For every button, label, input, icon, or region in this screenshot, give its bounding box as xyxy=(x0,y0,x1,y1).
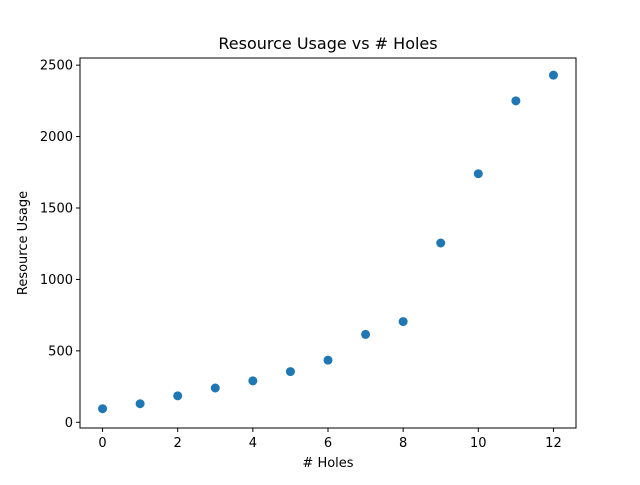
data-point xyxy=(248,376,258,386)
y-tick-label: 1000 xyxy=(40,273,73,288)
points-layer xyxy=(98,70,558,414)
x-tick-label: 0 xyxy=(98,436,106,451)
data-point xyxy=(285,367,295,377)
chart-title: Resource Usage vs # Holes xyxy=(218,34,437,53)
x-tick-label: 6 xyxy=(324,436,332,451)
data-point xyxy=(436,238,446,248)
ticks-layer: 0 2 4 6 8 10 12 0 500 1000 1500 2000 2500 xyxy=(40,59,562,451)
data-point xyxy=(98,404,108,414)
data-point xyxy=(548,70,558,80)
y-tick-label: 0 xyxy=(65,416,73,431)
y-axis-label: Resource Usage xyxy=(16,191,31,295)
data-point xyxy=(473,169,483,179)
data-point xyxy=(135,399,145,409)
x-tick-label: 12 xyxy=(545,436,562,451)
data-point xyxy=(511,96,521,106)
data-point xyxy=(210,383,220,393)
x-tick-label: 4 xyxy=(249,436,257,451)
x-tick-label: 8 xyxy=(399,436,407,451)
data-point xyxy=(361,329,371,339)
x-tick-label: 10 xyxy=(470,436,487,451)
y-tick-label: 1500 xyxy=(40,202,73,217)
plot-frame xyxy=(79,57,577,429)
data-point xyxy=(323,355,333,365)
x-tick-label: 2 xyxy=(174,436,182,451)
y-tick-label: 2500 xyxy=(40,59,73,74)
x-axis-label: # Holes xyxy=(302,456,353,471)
y-tick-label: 500 xyxy=(48,344,73,359)
data-point xyxy=(173,391,183,401)
y-tick-label: 2000 xyxy=(40,130,73,145)
data-point xyxy=(398,317,408,327)
